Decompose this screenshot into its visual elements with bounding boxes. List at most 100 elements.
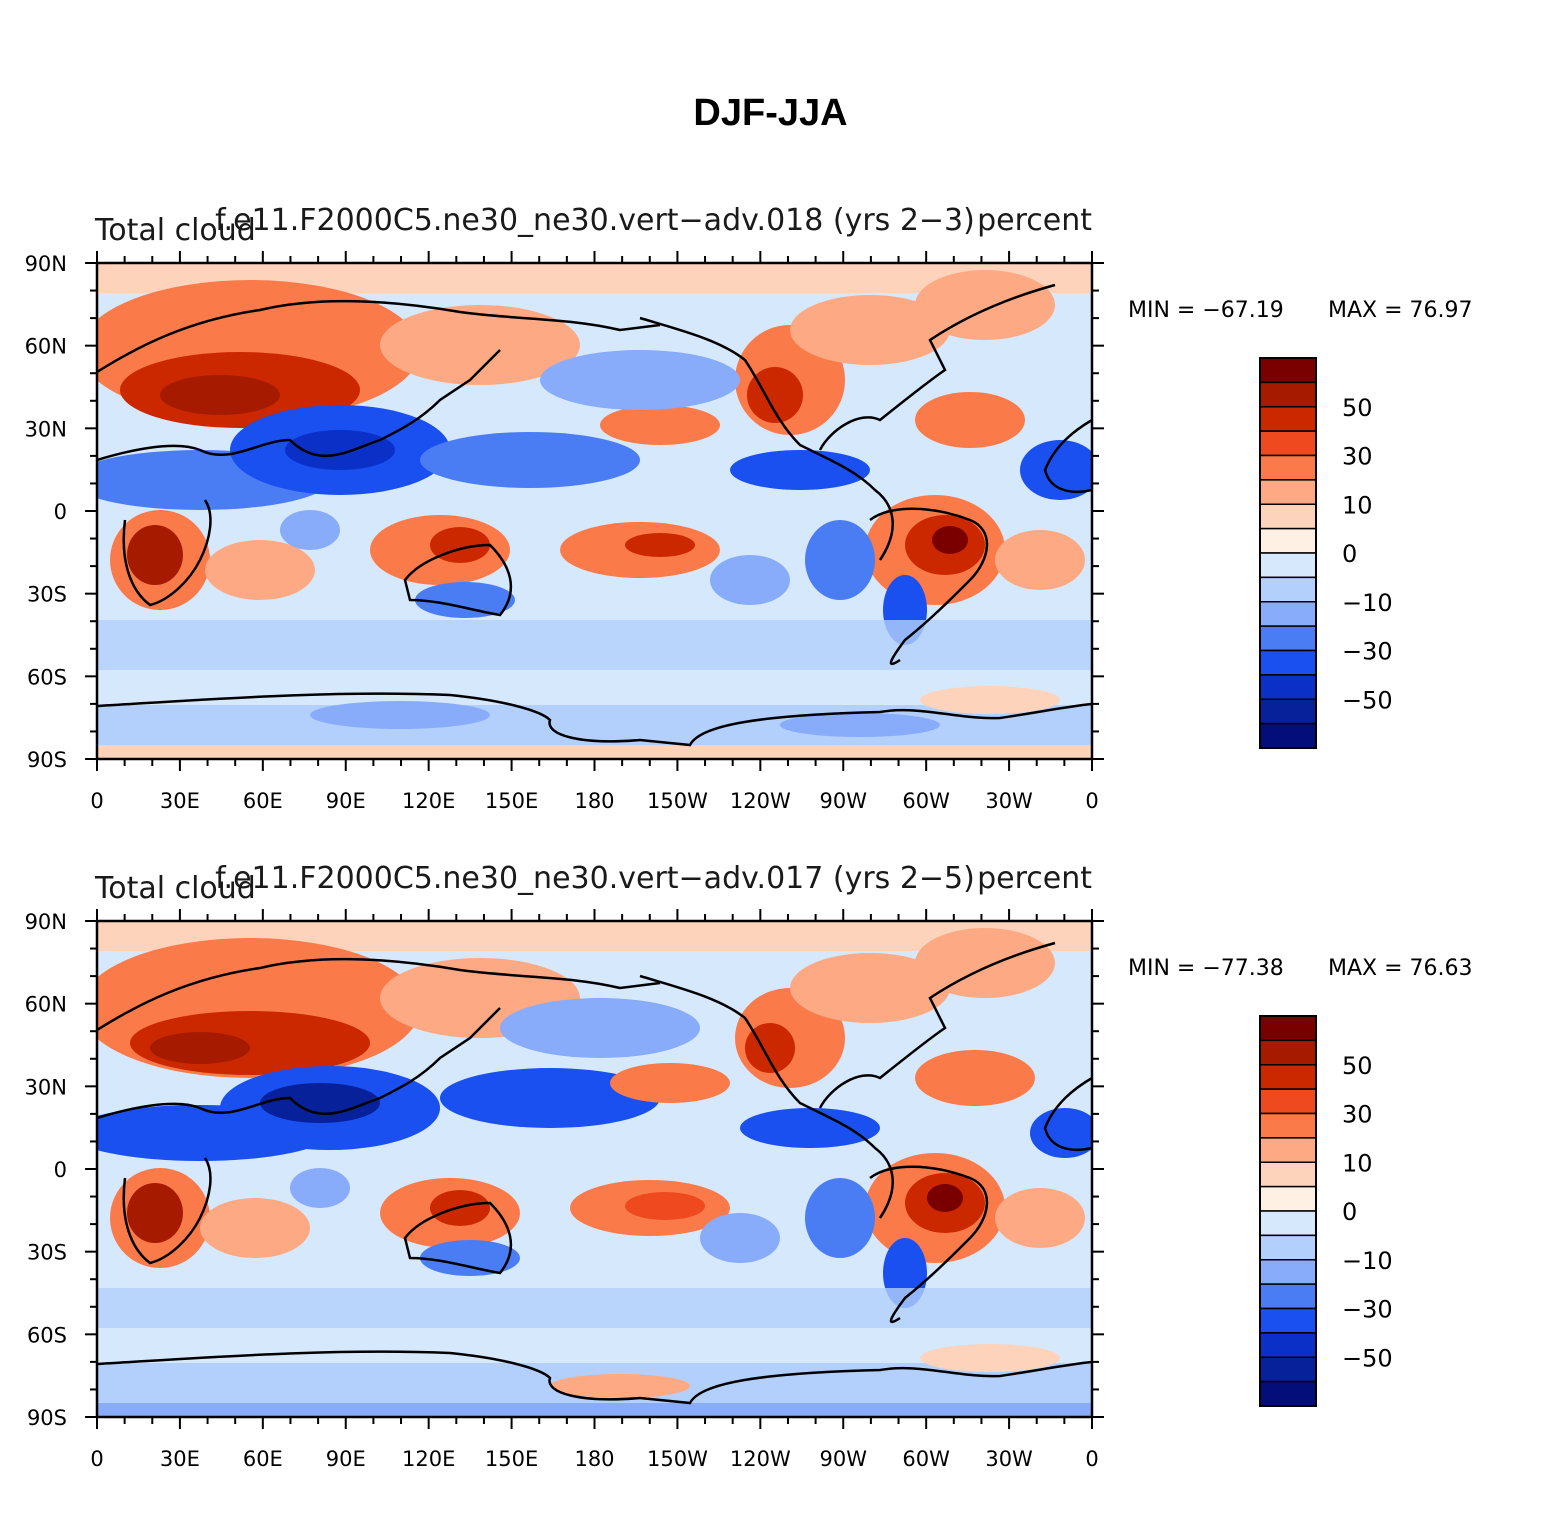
colorbar-swatch [1259,576,1317,603]
y-axis: 90N 60N 30N 0 30S 60S 90S [25,910,1104,1430]
colorbar-swatch [1259,601,1317,627]
x-tick-label: 150W [647,789,708,813]
colorbar-label: −50 [1342,1344,1393,1372]
colorbar-swatch [1259,1137,1317,1163]
x-axis: 0 30E 60E 90E 120E 150E 180 150W 120W 90W 60W 30W 0 [90,909,1099,1471]
colorbar-swatch [1259,1210,1317,1237]
y-axis: 90N 60N 30N 0 30S 60S 90S [25,252,1104,772]
y-tick-label: 90S [27,1406,67,1430]
colorbar-swatch [1259,552,1317,579]
colorbar-swatch [1259,1356,1317,1383]
units-label: percent [977,203,1092,238]
colorbar-swatch [1259,1088,1317,1115]
x-tick-label: 90W [820,1447,868,1471]
colorbar-swatch [1259,1039,1317,1066]
colorbar-label: 50 [1342,394,1373,422]
y-tick-label: 0 [54,500,67,524]
variable-label: Total cloud [94,871,256,906]
colorbar-label: 30 [1342,443,1373,471]
y-tick-label: 0 [54,1158,67,1182]
colorbar-frame [1259,1015,1317,1407]
colorbar-label: 0 [1342,540,1357,568]
map-panel-top: Total cloud f.e11.F2000C5.ne30_ne30.vert… [0,0,1541,813]
x-tick-label: 90W [820,789,868,813]
colorbar: 50 30 10 0 −10 −30 −50 [1259,1015,1393,1407]
colorbar-swatch [1259,381,1317,408]
colorbar-label: −10 [1342,1247,1393,1275]
x-tick-label: 0 [1085,789,1098,813]
x-tick-label: 180 [574,1447,614,1471]
x-tick-label: 120W [730,1447,791,1471]
colorbar-swatch [1259,1112,1317,1139]
y-tick-label: 90N [25,252,67,276]
max-value: MAX = 76.63 [1328,956,1473,981]
colorbar-swatch [1259,625,1317,652]
map-panel-bottom: Total cloud f.e11.F2000C5.ne30_ne30.vert… [0,658,1541,1471]
x-tick-label: 180 [574,789,614,813]
y-tick-label: 60N [25,993,67,1017]
case-label: f.e11.F2000C5.ne30_ne30.vert−adv.017 (yr… [215,861,975,896]
y-tick-label: 90N [25,910,67,934]
x-tick-label: 120E [402,1447,455,1471]
colorbar-label: 30 [1342,1101,1373,1129]
x-tick-label: 0 [1085,1447,1098,1471]
colorbar-swatch [1259,430,1317,457]
colorbar-swatch [1259,503,1317,530]
colorbar-swatch [1259,406,1317,432]
colorbar-frame [1259,357,1317,749]
min-value: MIN = −77.38 [1128,956,1284,981]
units-label: percent [977,861,1092,896]
x-axis: 0 30E 60E 90E 120E 150E 180 150W 120W 90W 60W 30W 0 [90,251,1099,813]
x-tick-label: 150W [647,1447,708,1471]
colorbar-swatch [1259,1332,1317,1358]
x-tick-label: 150E [485,1447,538,1471]
colorbar-label: 50 [1342,1052,1373,1080]
colorbar-swatch [1259,357,1317,384]
min-value: MIN = −67.19 [1128,298,1284,323]
x-tick-label: 90E [326,1447,366,1471]
colorbar-label: 10 [1342,1149,1373,1177]
colorbar-swatch [1259,454,1317,481]
cloud-field [97,263,1092,759]
y-tick-label: 90S [27,748,67,772]
variable-label: Total cloud [94,213,256,248]
coastlines [97,941,1092,1405]
colorbar-swatch [1259,1064,1317,1090]
x-tick-label: 60W [902,789,950,813]
x-tick-label: 0 [90,1447,103,1471]
x-tick-label: 60E [243,1447,283,1471]
y-tick-label: 30N [25,1075,67,1099]
x-tick-label: 30W [985,789,1033,813]
colorbar-label: 0 [1342,1198,1357,1226]
x-tick-label: 90E [326,789,366,813]
colorbar-swatch [1259,1161,1317,1188]
y-tick-label: 60S [27,1323,67,1347]
cloud-field [97,921,1092,1417]
case-label: f.e11.F2000C5.ne30_ne30.vert−adv.018 (yr… [215,203,975,238]
colorbar-swatch [1259,1234,1317,1261]
y-tick-label: 30N [25,417,67,441]
x-tick-label: 150E [485,789,538,813]
y-tick-label: 60S [27,665,67,689]
colorbar: 50 30 10 0 −10 −30 −50 [1259,357,1393,749]
x-tick-label: 30E [160,1447,200,1471]
colorbar-swatch [1259,527,1317,554]
colorbar-label: −30 [1342,638,1393,666]
y-tick-label: 30S [27,1241,67,1265]
x-tick-label: 60W [902,1447,950,1471]
colorbar-label: −10 [1342,589,1393,617]
colorbar-swatch [1259,1283,1317,1310]
colorbar-label: −30 [1342,1296,1393,1324]
colorbar-swatch [1259,674,1317,700]
x-tick-label: 30E [160,789,200,813]
max-value: MAX = 76.97 [1328,298,1473,323]
colorbar-label: −50 [1342,686,1393,714]
colorbar-swatch [1259,1380,1317,1407]
x-tick-label: 0 [90,789,103,813]
colorbar-swatch [1259,1185,1317,1212]
colorbar-swatch [1259,479,1317,505]
x-tick-label: 60E [243,789,283,813]
colorbar-swatch [1259,1307,1317,1334]
y-tick-label: 60N [25,335,67,359]
colorbar-swatch [1259,1259,1317,1285]
